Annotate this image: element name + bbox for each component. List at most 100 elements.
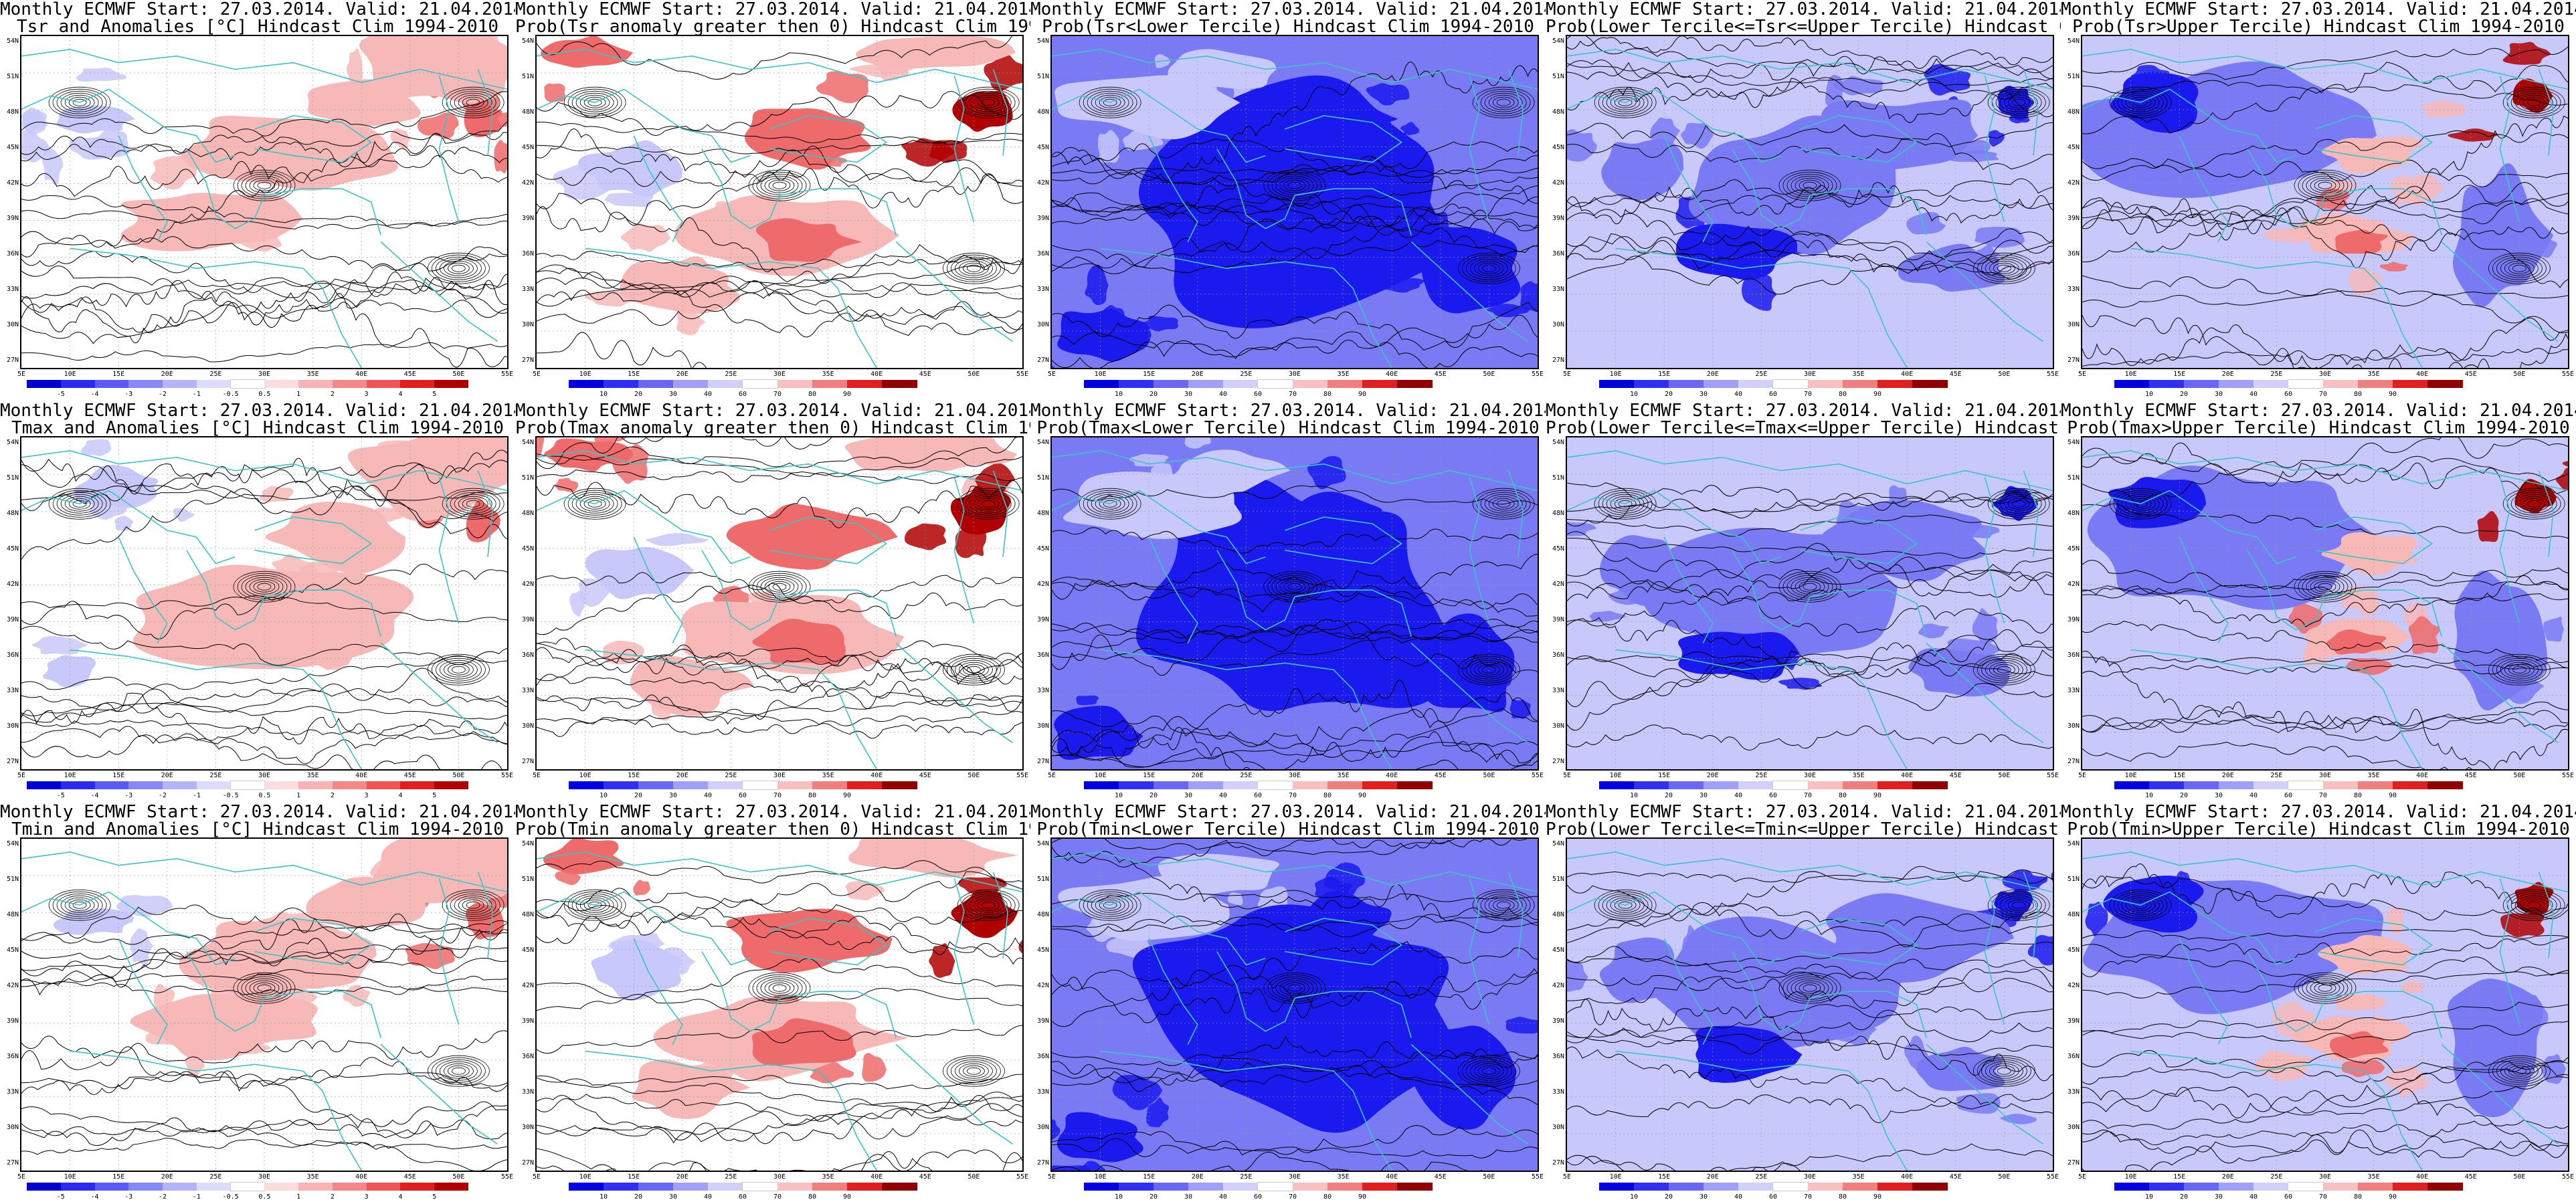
colorbar-segment — [366, 781, 401, 789]
latitude-label: 27N — [1036, 1159, 1049, 1167]
longitude-label: 45E — [403, 772, 416, 779]
contour-line — [2082, 1049, 2568, 1074]
coastline — [70, 1050, 362, 1171]
shaded-region — [179, 919, 377, 995]
contour-line — [1480, 90, 1527, 114]
contour-line — [2310, 177, 2340, 193]
shaded-region — [2379, 262, 2408, 272]
colorbar-segment — [2427, 1183, 2463, 1191]
contour-line — [2512, 666, 2526, 674]
colorbar-segment — [604, 781, 639, 789]
contour-line — [537, 149, 1022, 187]
longitude-label: 50E — [1483, 772, 1495, 779]
shaded-region — [1826, 893, 2015, 983]
colorbar-segment — [400, 1183, 435, 1191]
colorbar-segment — [604, 380, 639, 388]
colorbar-label: 60 — [2284, 1193, 2293, 1201]
colorbar-segment — [1599, 781, 1635, 789]
contour-line — [1480, 893, 1527, 917]
map-field — [1567, 36, 2053, 368]
coastline — [2082, 891, 2296, 966]
map-frame — [2081, 436, 2569, 771]
contour-line — [454, 895, 492, 915]
longitude-label: 25E — [1240, 371, 1253, 378]
colorbar-label: 40 — [1218, 1193, 1228, 1201]
longitude-label: 15E — [628, 772, 640, 779]
longitude-label: 10E — [579, 371, 591, 378]
latitude-label: 33N — [1552, 286, 1564, 293]
colorbar-label: 40 — [1734, 391, 1743, 398]
contour-line — [1052, 138, 1538, 204]
latitude-label: 54N — [1552, 840, 1564, 847]
contour-line — [1782, 573, 1837, 601]
contour-line — [21, 913, 507, 996]
latitude-label: 27N — [1552, 357, 1564, 364]
contour-line — [2302, 976, 2349, 1000]
contour-line — [1610, 897, 1641, 913]
longitude-label: 25E — [1240, 772, 1253, 779]
latitude-label: 48N — [1036, 108, 1049, 116]
coastline — [2023, 872, 2039, 959]
colorbar-label: 3 — [364, 391, 369, 398]
coastline — [1567, 48, 2053, 90]
coastline — [2324, 188, 2442, 235]
colorbar-label: -5 — [56, 792, 65, 799]
coastline — [779, 589, 897, 637]
latitude-label: 54N — [1036, 37, 1049, 45]
contour-line — [450, 492, 496, 516]
contour-line — [764, 177, 795, 193]
contour-line — [1778, 972, 1841, 1004]
panel-title: Monthly ECMWF Start: 27.03.2014. Valid: … — [2061, 401, 2576, 421]
shaded-region — [346, 48, 363, 84]
contour-line — [56, 492, 103, 516]
longitude-label: 30E — [1288, 772, 1301, 779]
longitude-label: 45E — [919, 772, 931, 779]
latitude-label: 51N — [1552, 73, 1564, 80]
latitude-label: 39N — [2067, 1017, 2080, 1025]
panel-title: Monthly ECMWF Start: 27.03.2014. Valid: … — [2061, 803, 2576, 822]
shaded-region — [265, 501, 406, 575]
longitude-label: 35E — [306, 371, 319, 378]
contour-line — [1985, 660, 2023, 680]
contour-line — [1052, 748, 1538, 769]
contour-line — [1052, 741, 1538, 768]
contour-line — [537, 91, 1022, 136]
latitude-label: 33N — [521, 1088, 534, 1096]
latitude-label: 39N — [6, 1017, 19, 1025]
contour-line — [466, 98, 480, 106]
longitude-label: 30E — [2318, 772, 2332, 779]
colorbar-label: 20 — [1664, 1193, 1673, 1201]
longitude-label: 20E — [676, 371, 688, 378]
latitude-label: 51N — [6, 474, 19, 482]
contour-line — [21, 595, 507, 623]
coastline — [1052, 891, 1266, 966]
coastline — [186, 148, 265, 229]
colorbar — [27, 379, 469, 389]
contour-line — [2121, 494, 2160, 514]
latitude-label: 45N — [2067, 946, 2080, 954]
contour-line — [2082, 62, 2568, 134]
contour-line — [1279, 980, 1310, 996]
colorbar-segment — [708, 781, 743, 789]
colorbar-segment — [638, 781, 674, 789]
longitude-label: 5E — [17, 371, 26, 378]
colorbar-label: 1 — [296, 792, 301, 799]
contour-line — [1567, 651, 2053, 676]
longitude-label: 40E — [870, 1173, 883, 1181]
shaded-region — [1567, 521, 1597, 536]
colorbar-label: -3 — [124, 1193, 133, 1201]
longitude-label: 10E — [64, 772, 76, 779]
latitude-label: 54N — [2067, 37, 2080, 45]
map-panel: Monthly ECMWF Start: 27.03.2014. Valid: … — [2061, 0, 2576, 401]
contour-line — [537, 1025, 1022, 1054]
contour-line — [943, 654, 1005, 686]
contour-line — [257, 984, 272, 992]
latitude-label: 33N — [1552, 687, 1564, 694]
coastline — [1294, 589, 1412, 637]
shaded-region — [2108, 476, 2207, 528]
contour-line — [2082, 288, 2568, 308]
colorbar-segment — [812, 781, 848, 789]
shaded-region — [2514, 882, 2554, 914]
colorbar-segment — [2253, 380, 2289, 388]
contour-line — [969, 494, 1008, 514]
